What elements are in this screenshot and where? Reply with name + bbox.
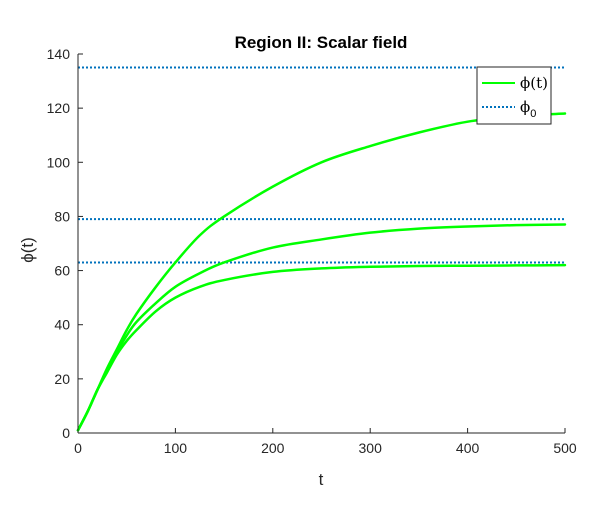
y-tick-label: 60 xyxy=(54,263,70,279)
x-tick-label: 500 xyxy=(553,440,577,456)
legend-box xyxy=(476,66,552,125)
y-tick-label: 0 xyxy=(62,425,70,441)
x-ticks: 0 100 200 300 400 500 xyxy=(74,428,577,456)
series-line-2 xyxy=(76,263,567,432)
x-tick-label: 200 xyxy=(261,440,285,456)
y-tick-label: 100 xyxy=(47,154,71,170)
y-ticks: 0 20 40 60 80 100 120 140 xyxy=(47,46,83,441)
legend-label-0: ϕ(t) xyxy=(520,74,548,92)
y-tick-label: 140 xyxy=(47,46,71,62)
x-tick-label: 0 xyxy=(74,440,82,456)
y-tick-label: 20 xyxy=(54,371,70,387)
y-tick-label: 40 xyxy=(54,317,70,333)
x-tick-label: 400 xyxy=(456,440,480,456)
chart-title: Region II: Scalar field xyxy=(235,33,408,52)
y-tick-label: 80 xyxy=(54,208,70,224)
y-axis-label: ϕ(t) xyxy=(18,237,37,263)
x-axis-label: t xyxy=(319,470,324,489)
series-lines xyxy=(76,112,567,432)
y-tick-label: 120 xyxy=(47,100,71,116)
legend: ϕ(t)ϕ0 xyxy=(476,66,552,125)
x-tick-label: 300 xyxy=(359,440,383,456)
x-tick-label: 100 xyxy=(164,440,188,456)
axes xyxy=(77,54,565,434)
